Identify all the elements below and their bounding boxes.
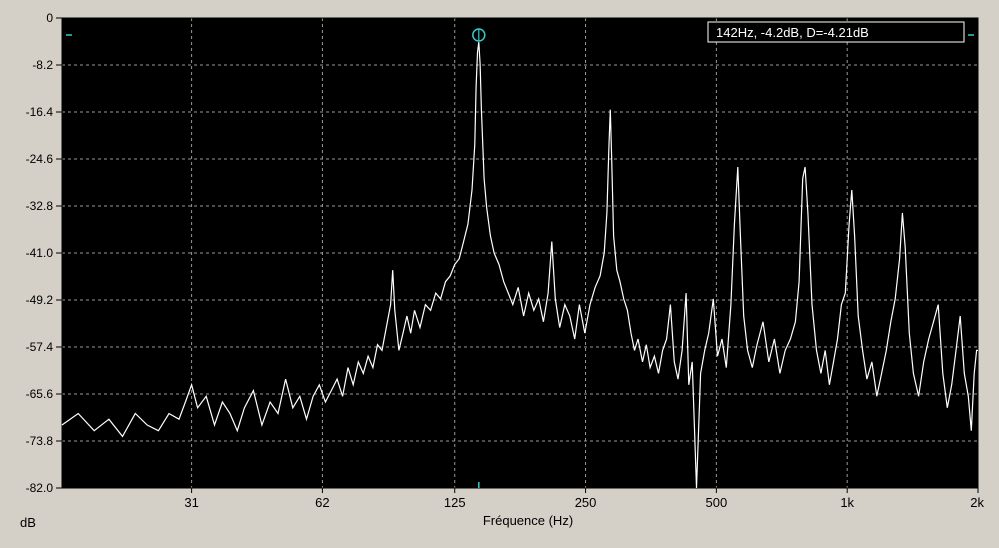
cursor-readout: 142Hz, -4.2dB, D=-4.21dB <box>707 21 965 43</box>
y-tick-label: -16.4 <box>26 105 54 119</box>
y-tick-label: -73.8 <box>26 434 54 448</box>
x-tick-label: 1k <box>840 495 854 510</box>
x-tick-label: 250 <box>575 495 597 510</box>
cursor-readout-text: 142Hz, -4.2dB, D=-4.21dB <box>716 25 869 40</box>
y-tick-label: -41.0 <box>26 246 54 260</box>
cursor-readout-box <box>707 21 965 43</box>
cursor-layer <box>66 28 974 488</box>
x-tick-label: 31 <box>184 495 198 510</box>
y-tick-label: -32.8 <box>26 199 54 213</box>
x-axis-label: Fréquence (Hz) <box>483 513 573 528</box>
y-tick-label: -82.0 <box>26 481 54 495</box>
y-axis-label: dB <box>20 515 36 530</box>
x-tick-label: 125 <box>444 495 466 510</box>
spectrum-trace <box>61 42 978 489</box>
y-tick-label: 0 <box>46 11 53 25</box>
y-tick-label: -24.6 <box>26 152 54 166</box>
x-tick-label: 500 <box>706 495 728 510</box>
y-tick-label: -65.6 <box>26 387 54 401</box>
x-tick-label: 62 <box>315 495 329 510</box>
x-tick-label: 2k <box>970 495 984 510</box>
y-tick-label: -57.4 <box>26 340 54 354</box>
y-axis: 0 -8.2 -16.4 -24.6 -32.8 -41.0 -49.2 -57.4 -65.6… <box>26 11 62 495</box>
trace-layer <box>61 42 978 489</box>
y-tick-label: -8.2 <box>32 58 53 72</box>
x-axis: 31 62 125 250 500 1k 2k <box>184 488 984 510</box>
y-tick-label: -49.2 <box>26 293 54 307</box>
